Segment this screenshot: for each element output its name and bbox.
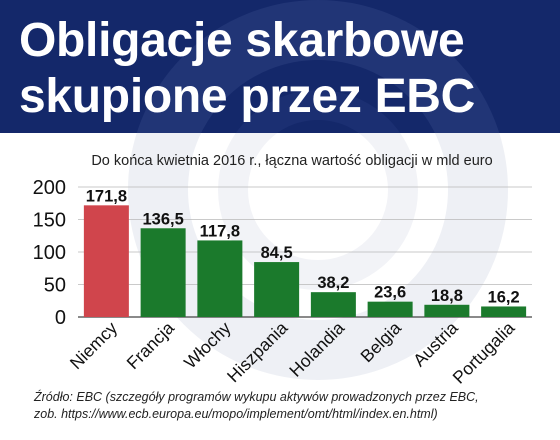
value-label: 171,8 (86, 187, 127, 205)
bar-niemcy (83, 205, 129, 317)
y-axis-ticks: 0 50 100 150 200 (33, 177, 66, 329)
y-tick-label: 100 (33, 242, 66, 264)
source-note: Źródło: EBC (szczegóły programów wykupu … (34, 389, 554, 423)
x-tick-label: Portugalia (449, 318, 519, 388)
chart-background-watermark (128, 133, 508, 380)
bar-chart: Do końca kwietnia 2016 r., łączna wartoś… (33, 133, 532, 388)
title-banner: Obligacje skarbowe skupione przez EBC (0, 0, 560, 133)
bar-włochy (197, 240, 243, 317)
bar-belgia (367, 301, 413, 317)
source-line-2: zob. https://www.ecb.europa.eu/mopo/impl… (34, 407, 438, 421)
value-labels: 171,8 136,5 117,8 84,5 38,2 23,6 18,8 16,2 (86, 187, 520, 306)
bar-hiszpania (254, 262, 300, 317)
y-tick-label: 150 (33, 210, 66, 232)
chart-title-line-2: skupione przez EBC (19, 70, 476, 123)
x-tick-label: Francja (123, 318, 179, 374)
value-label: 136,5 (142, 210, 183, 228)
bar-portugalia (481, 306, 527, 317)
bar-holandia (310, 292, 356, 317)
source-line-1: Źródło: EBC (szczegóły programów wykupu … (34, 390, 479, 404)
bar-austria (424, 304, 470, 317)
y-tick-label: 200 (33, 177, 66, 199)
bars (83, 205, 527, 317)
x-tick-label: Niemcy (66, 318, 122, 374)
bar-francja (140, 228, 186, 317)
y-tick-label: 0 (55, 307, 66, 329)
value-label: 38,2 (317, 274, 349, 292)
value-label: 84,5 (261, 244, 293, 262)
ecb-logo-watermark (136, 0, 500, 133)
value-label: 16,2 (488, 288, 520, 306)
chart-title-line-1: Obligacje skarbowe (19, 14, 465, 67)
y-tick-label: 50 (44, 275, 66, 297)
value-label: 23,6 (374, 284, 406, 302)
chart-subtitle: Do końca kwietnia 2016 r., łączna wartoś… (91, 153, 492, 169)
value-label: 18,8 (431, 287, 463, 305)
value-label: 117,8 (200, 222, 240, 240)
